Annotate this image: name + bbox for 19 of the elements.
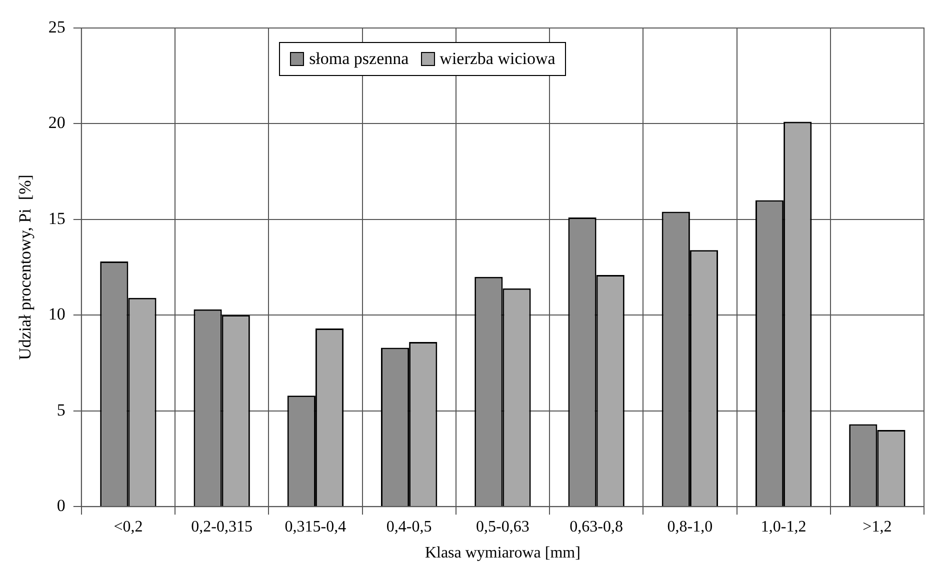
x-tick-label: >1,2 [862, 518, 892, 536]
y-tick-label: 20 [48, 113, 66, 132]
x-tick-label: 0,4-0,5 [386, 518, 432, 536]
x-tick-label: 1,0-1,2 [760, 518, 806, 536]
x-axis-title: Klasa wymiarowa [mm] [424, 544, 580, 562]
x-tick-label: 0,63-0,8 [570, 518, 623, 536]
legend-label: wierzba wiciowa [440, 49, 556, 69]
y-tick-label: 25 [48, 17, 66, 36]
x-tick-label: 0,8-1,0 [667, 518, 713, 536]
y-axis-title: Udział procentowy, Pi [%] [16, 174, 35, 360]
y-tick-label: 15 [48, 208, 66, 228]
y-tick-label: 10 [48, 304, 66, 324]
legend-label: słoma pszenna [309, 49, 409, 69]
y-tick-label: 5 [56, 400, 66, 420]
x-tick-label: 0,315-0,4 [284, 518, 346, 536]
x-tick-label: 0,2-0,315 [191, 518, 252, 536]
y-tick-label: 0 [56, 496, 66, 516]
x-tick-label: 0,5-0,63 [476, 518, 530, 536]
x-tick-label: <0,2 [114, 518, 143, 536]
